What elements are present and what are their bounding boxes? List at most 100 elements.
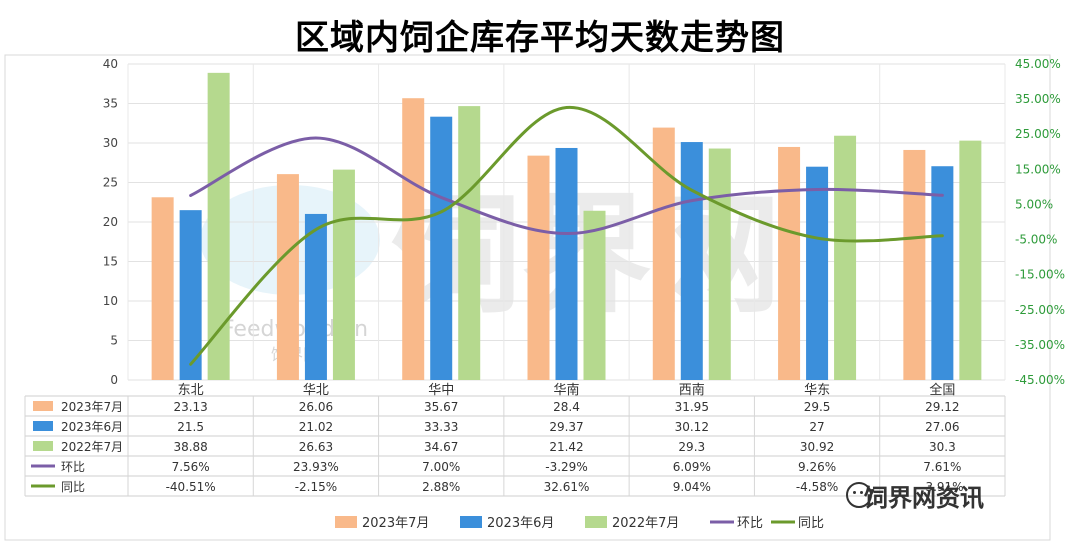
bar <box>834 135 857 380</box>
legend-label: 2023年6月 <box>487 516 554 531</box>
y-left-tick-label: 5 <box>110 334 118 348</box>
table-cell: 29.12 <box>925 400 959 414</box>
table-cell: 27.06 <box>925 420 959 434</box>
x-category-label: 华中 <box>428 383 454 398</box>
bar <box>555 147 578 380</box>
bar <box>151 197 174 380</box>
table-cell: -3.91% <box>921 480 963 494</box>
x-category-label: 华东 <box>804 383 830 398</box>
y-right-tick-label: 35.00% <box>1015 92 1061 106</box>
table-cell: 26.63 <box>299 440 333 454</box>
series-line <box>189 136 944 236</box>
x-category-label: 东北 <box>178 383 204 398</box>
y-right-tick-label: -45.00% <box>1015 373 1065 387</box>
bar <box>458 106 481 381</box>
table-cell: 31.95 <box>675 400 709 414</box>
table-cell: 26.06 <box>299 400 333 414</box>
bar <box>332 169 355 380</box>
table-cell: 33.33 <box>424 420 458 434</box>
y-right-tick-label: 25.00% <box>1015 127 1061 141</box>
series-line <box>189 105 944 366</box>
table-cell: 34.67 <box>424 440 458 454</box>
x-category-label: 全国 <box>929 382 955 398</box>
y-right-tick-label: -5.00% <box>1015 233 1057 247</box>
table-key-swatch <box>33 441 53 451</box>
wechat-icon <box>846 482 872 508</box>
y-right-tick-label: 5.00% <box>1015 197 1053 211</box>
table-series-name: 同比 <box>61 480 85 494</box>
table-series-name: 2023年6月 <box>61 420 123 434</box>
table-cell: -3.29% <box>545 460 587 474</box>
bar <box>402 98 425 380</box>
y-right-tick-label: 15.00% <box>1015 162 1061 176</box>
chart-frame <box>4 54 1051 541</box>
table-cell: 7.61% <box>923 460 961 474</box>
table-cell: 2.88% <box>422 480 460 494</box>
table-cell: 23.93% <box>293 460 339 474</box>
y-left-tick-label: 10 <box>103 294 118 308</box>
legend-label: 环比 <box>737 516 763 531</box>
legend-label: 2022年7月 <box>612 516 679 531</box>
table-cell: 38.88 <box>173 440 207 454</box>
legend-swatch <box>335 516 357 528</box>
table-cell: 30.3 <box>929 440 956 454</box>
table-cell: 21.02 <box>299 420 333 434</box>
y-left-tick-label: 15 <box>103 255 118 269</box>
legend-swatch <box>585 516 607 528</box>
y-right-tick-label: -15.00% <box>1015 268 1065 282</box>
table-series-name: 2023年7月 <box>61 400 123 414</box>
y-left-tick-label: 35 <box>103 97 118 111</box>
bar <box>276 174 299 380</box>
table-cell: 27 <box>809 420 824 434</box>
table-cell: 30.12 <box>675 420 709 434</box>
x-category-label: 西南 <box>679 382 705 398</box>
table-cell: 7.00% <box>422 460 460 474</box>
bar <box>430 116 453 381</box>
table-cell: 9.26% <box>798 460 836 474</box>
bar <box>931 166 954 380</box>
table-cell: 7.56% <box>172 460 210 474</box>
table-cell: 35.67 <box>424 400 458 414</box>
bar <box>680 142 703 380</box>
x-category-label: 华北 <box>303 383 329 398</box>
y-right-tick-label: -35.00% <box>1015 338 1065 352</box>
bar <box>806 166 829 380</box>
table-cell: 21.42 <box>549 440 583 454</box>
watermark-brand: 饲界网资讯 <box>864 484 984 512</box>
table-cell: -40.51% <box>166 480 216 494</box>
table-cell: -2.15% <box>295 480 337 494</box>
bar <box>179 210 202 380</box>
table-cell: 32.61% <box>544 480 590 494</box>
table-key-swatch <box>33 421 53 431</box>
y-left-tick-label: 30 <box>103 136 118 150</box>
table-cell: 29.3 <box>678 440 705 454</box>
y-left-tick-label: 0 <box>110 373 118 387</box>
legend-label: 同比 <box>798 516 824 531</box>
y-left-tick-label: 20 <box>103 215 118 229</box>
legend-swatch <box>460 516 482 528</box>
bar <box>583 210 606 380</box>
table-cell: 23.13 <box>173 400 207 414</box>
y-left-tick-label: 40 <box>103 57 118 71</box>
table-cell: 21.5 <box>177 420 204 434</box>
table-cell: 30.92 <box>800 440 834 454</box>
bar <box>903 149 926 380</box>
table-cell: 29.37 <box>549 420 583 434</box>
y-left-tick-label: 25 <box>103 176 118 190</box>
table-cell: 6.09% <box>673 460 711 474</box>
table-key-swatch <box>33 401 53 411</box>
bar <box>778 146 801 380</box>
y-right-tick-label: -25.00% <box>1015 303 1065 317</box>
bar <box>207 72 230 381</box>
bar <box>708 148 731 380</box>
table-cell: -4.58% <box>796 480 838 494</box>
table-cell: 9.04% <box>673 480 711 494</box>
x-category-label: 华南 <box>553 382 579 398</box>
table-series-name: 2022年7月 <box>61 440 123 454</box>
bar <box>304 213 327 380</box>
bar <box>959 140 982 380</box>
y-right-tick-label: 45.00% <box>1015 57 1061 71</box>
chart-title: 区域内饲企库存平均天数走势图 <box>295 18 785 58</box>
